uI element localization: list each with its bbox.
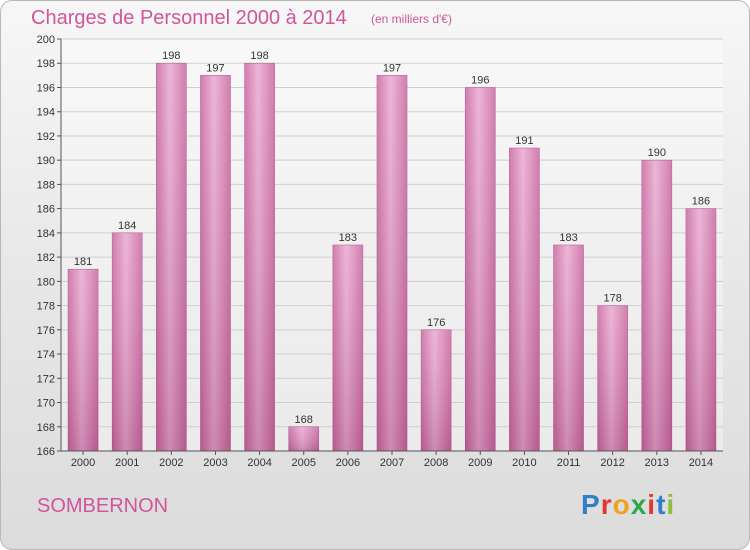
y-tick-label: 182	[37, 252, 55, 264]
bar-shade	[685, 208, 716, 451]
x-tick-label: 2003	[203, 457, 227, 469]
logo-letter: r	[600, 489, 613, 520]
chart-title: Charges de Personnel 2000 à 2014	[31, 7, 347, 29]
data-label: 186	[692, 196, 710, 208]
y-tick-label: 196	[37, 82, 55, 94]
chart-subtitle: (en milliers d'€)	[371, 12, 452, 26]
bar-shade	[156, 63, 187, 452]
x-tick-label: 2013	[645, 457, 669, 469]
bar-shade	[465, 87, 496, 452]
x-tick-label: 2014	[689, 457, 713, 469]
bar-shade	[68, 269, 99, 451]
y-tick-label: 176	[37, 325, 55, 337]
bar-shade	[421, 329, 452, 451]
y-tick-label: 166	[37, 446, 55, 458]
proxiti-logo: Proxiti	[581, 489, 675, 521]
data-label: 197	[383, 62, 401, 74]
x-tick-label: 2006	[336, 457, 360, 469]
bar-shade	[597, 305, 628, 451]
data-label: 168	[295, 414, 313, 426]
data-label: 190	[648, 147, 666, 159]
y-tick-label: 184	[37, 228, 55, 240]
bar-shade	[288, 426, 319, 451]
bar-shade	[641, 160, 672, 452]
logo-letter: t	[656, 489, 667, 520]
y-tick-label: 180	[37, 276, 55, 288]
y-tick-label: 168	[37, 422, 55, 434]
data-label: 176	[427, 317, 445, 329]
y-tick-label: 172	[37, 373, 55, 385]
x-tick-label: 2011	[557, 457, 581, 469]
data-label: 184	[118, 220, 136, 232]
x-tick-label: 2004	[247, 457, 271, 469]
logo-letter: o	[612, 489, 631, 520]
bar-shade	[332, 245, 363, 451]
city-name: SOMBERNON	[37, 495, 169, 517]
logo-letter: P	[581, 489, 601, 520]
y-tick-label: 186	[37, 204, 55, 216]
data-label: 183	[339, 232, 357, 244]
x-tick-label: 2008	[424, 457, 448, 469]
data-label: 183	[559, 232, 577, 244]
logo-letter: x	[630, 489, 648, 520]
bar-shade	[509, 148, 540, 451]
bar-shade	[244, 63, 275, 452]
x-tick-label: 2012	[600, 457, 624, 469]
x-tick-label: 2002	[159, 457, 183, 469]
logo-letter: i	[666, 489, 676, 520]
bar-shade	[200, 75, 231, 452]
y-tick-label: 170	[37, 398, 55, 410]
data-label: 178	[603, 293, 621, 305]
y-tick-label: 174	[37, 349, 55, 361]
data-label: 191	[515, 135, 533, 147]
x-tick-label: 2001	[115, 457, 139, 469]
x-tick-label: 2000	[71, 457, 95, 469]
y-tick-label: 200	[37, 34, 55, 46]
data-label: 198	[250, 50, 268, 62]
bar-shade	[553, 245, 584, 451]
logo-letter: i	[647, 489, 657, 520]
bar-shade	[112, 232, 143, 451]
data-label: 197	[206, 62, 224, 74]
data-label: 181	[74, 256, 92, 268]
x-tick-label: 2010	[512, 457, 536, 469]
bar-shade	[377, 75, 407, 452]
y-tick-label: 198	[37, 58, 55, 70]
y-tick-label: 192	[37, 131, 55, 143]
y-tick-label: 190	[37, 155, 55, 167]
x-tick-label: 2005	[291, 457, 315, 469]
x-tick-label: 2007	[380, 457, 404, 469]
data-label: 198	[162, 50, 180, 62]
data-label: 196	[471, 74, 489, 86]
y-tick-label: 194	[37, 107, 55, 119]
y-tick-label: 178	[37, 301, 55, 313]
x-tick-label: 2009	[468, 457, 492, 469]
y-tick-label: 188	[37, 179, 55, 191]
